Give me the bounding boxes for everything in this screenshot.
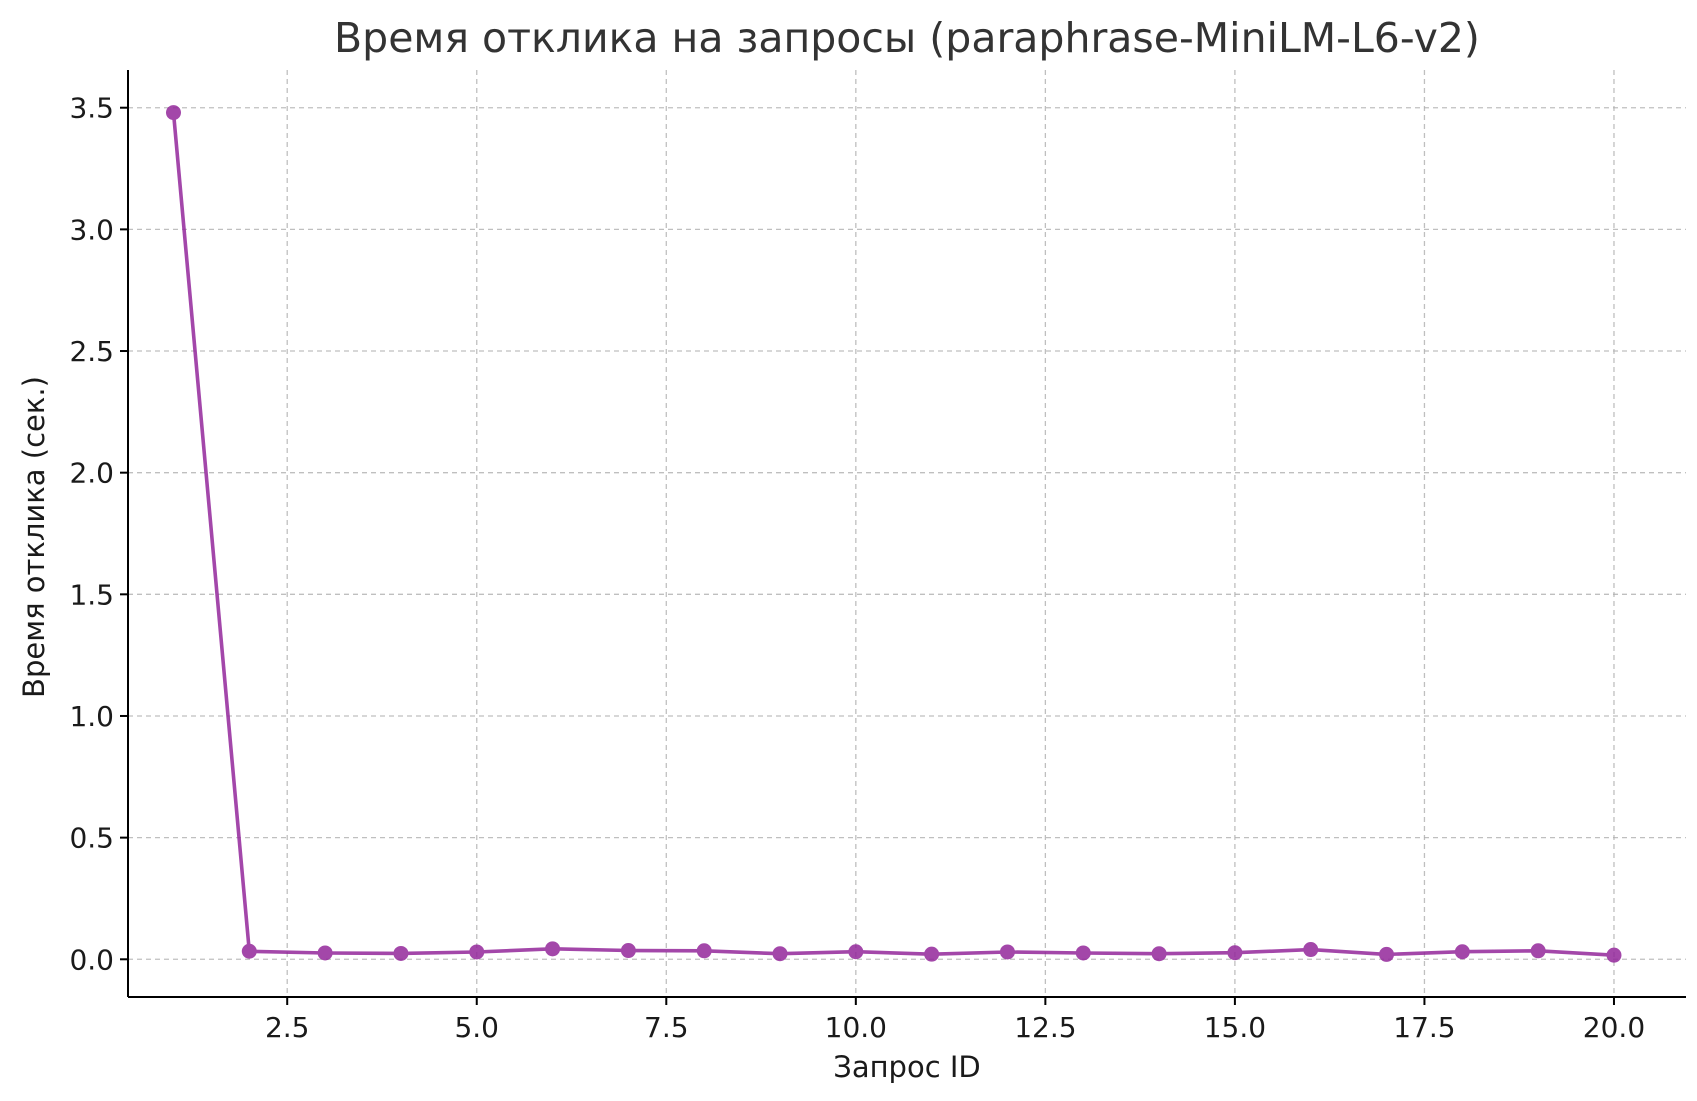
data-point: [1227, 945, 1243, 961]
y-tick-label: 0.5: [69, 822, 114, 855]
data-point: [696, 943, 712, 959]
data-point: [545, 941, 561, 957]
data-point: [317, 945, 333, 961]
data-point: [1606, 947, 1622, 963]
data-point: [469, 944, 485, 960]
data-point: [620, 943, 636, 959]
data-point: [1151, 946, 1167, 962]
y-tick-label: 3.5: [69, 92, 114, 125]
data-point: [924, 946, 940, 962]
tick-labels: 2.5 5.0 7.5 10.0 12.5 15.0 17.5 20.0 0.0 0.5 1.0 1.…: [69, 92, 1645, 1044]
data-point: [772, 946, 788, 962]
x-tick-label: 17.5: [1393, 1011, 1455, 1044]
x-tick-label: 12.5: [1014, 1011, 1076, 1044]
data-point: [165, 105, 181, 121]
data-point: [1075, 945, 1091, 961]
x-tick-label: 10.0: [825, 1011, 887, 1044]
series-line: [171, 112, 1615, 957]
data-point: [1454, 944, 1470, 960]
y-axis-label: Время отклика (сек.): [17, 376, 51, 698]
y-tick-label: 1.0: [69, 700, 114, 733]
axes: [127, 70, 1686, 998]
y-tick-label: 2.0: [69, 457, 114, 490]
data-point: [1379, 946, 1395, 962]
data-point: [848, 944, 864, 960]
data-point: [999, 944, 1015, 960]
data-point: [393, 945, 409, 961]
series: [165, 105, 1622, 963]
data-point: [241, 943, 257, 959]
y-tick-label: 3.0: [69, 213, 114, 246]
y-tick-label: 1.5: [69, 578, 114, 611]
x-axis-label: Запрос ID: [833, 1050, 981, 1084]
data-point: [1530, 943, 1546, 959]
x-tick-label: 20.0: [1583, 1011, 1645, 1044]
x-tick-label: 5.0: [454, 1011, 499, 1044]
y-tick-label: 2.5: [69, 335, 114, 368]
data-point: [1303, 942, 1319, 958]
x-tick-label: 2.5: [265, 1011, 310, 1044]
chart-title: Время отклика на запросы (paraphrase-Min…: [334, 14, 1480, 62]
x-tick-label: 7.5: [644, 1011, 689, 1044]
y-tick-label: 0.0: [69, 943, 114, 976]
x-tick-label: 15.0: [1204, 1011, 1266, 1044]
series-layer: [165, 105, 1622, 963]
grid: [128, 70, 1686, 997]
